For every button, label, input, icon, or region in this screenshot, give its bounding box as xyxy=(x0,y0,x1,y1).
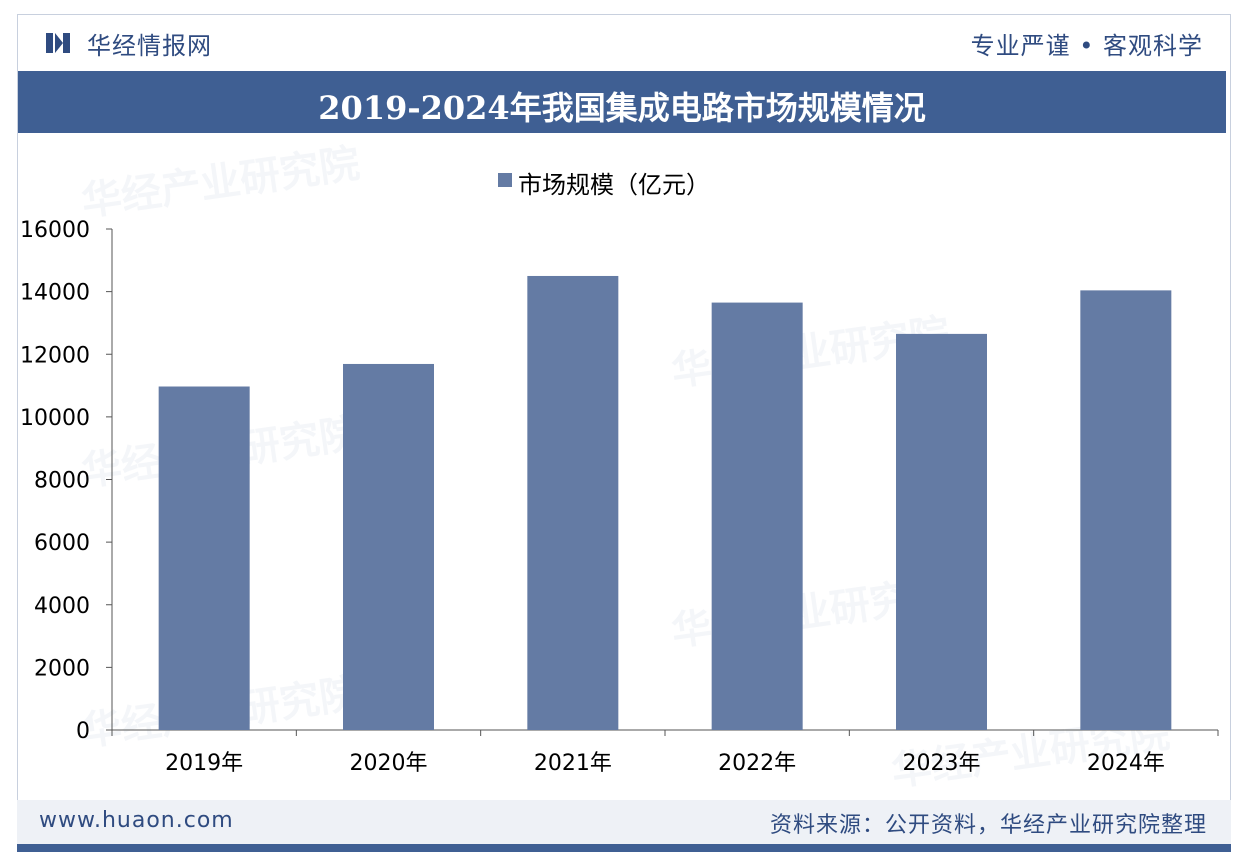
x-tick-label: 2024年 xyxy=(1087,751,1165,776)
bar-4 xyxy=(711,302,803,730)
x-tick-label: 2020年 xyxy=(350,751,428,776)
y-tick-label: 0 xyxy=(76,719,90,744)
bar-6 xyxy=(1080,290,1172,730)
bottom-bar xyxy=(17,844,1231,852)
data-source: 资料来源：公开资料，华经产业研究院整理 xyxy=(769,813,1207,838)
x-tick-label: 2019年 xyxy=(165,751,243,776)
bar-1 xyxy=(158,386,250,730)
y-tick-label: 14000 xyxy=(20,281,90,306)
title-bar: 2019-2024年我国集成电路市场规模情况 xyxy=(18,71,1226,133)
brand-name: 华经情报网 xyxy=(87,32,212,60)
y-tick-label: 12000 xyxy=(20,343,90,368)
x-tick-label: 2022年 xyxy=(718,751,796,776)
legend-label: 市场规模（亿元） xyxy=(518,171,710,199)
footer: www.huaon.com 资料来源：公开资料，华经产业研究院整理 xyxy=(17,800,1231,844)
header: 华经情报网 专业严谨 • 客观科学 xyxy=(17,14,1231,72)
y-tick-label: 8000 xyxy=(34,469,90,494)
x-tick-label: 2021年 xyxy=(534,751,612,776)
huaon-logo-icon xyxy=(46,33,70,53)
website-url: www.huaon.com xyxy=(39,808,234,833)
y-tick-label: 10000 xyxy=(20,406,90,431)
y-tick-label: 16000 xyxy=(20,218,90,243)
y-tick-label: 4000 xyxy=(34,594,90,619)
chart-title: 2019-2024年我国集成电路市场规模情况 xyxy=(318,89,926,127)
x-tick-label: 2023年 xyxy=(903,751,981,776)
bar-5 xyxy=(896,333,987,730)
y-tick-label: 2000 xyxy=(34,656,90,681)
bar-2 xyxy=(343,363,434,730)
slogan: 专业严谨 • 客观科学 xyxy=(970,32,1203,60)
legend-swatch xyxy=(498,173,512,187)
y-tick-label: 6000 xyxy=(34,531,90,556)
bar-3 xyxy=(527,275,619,730)
